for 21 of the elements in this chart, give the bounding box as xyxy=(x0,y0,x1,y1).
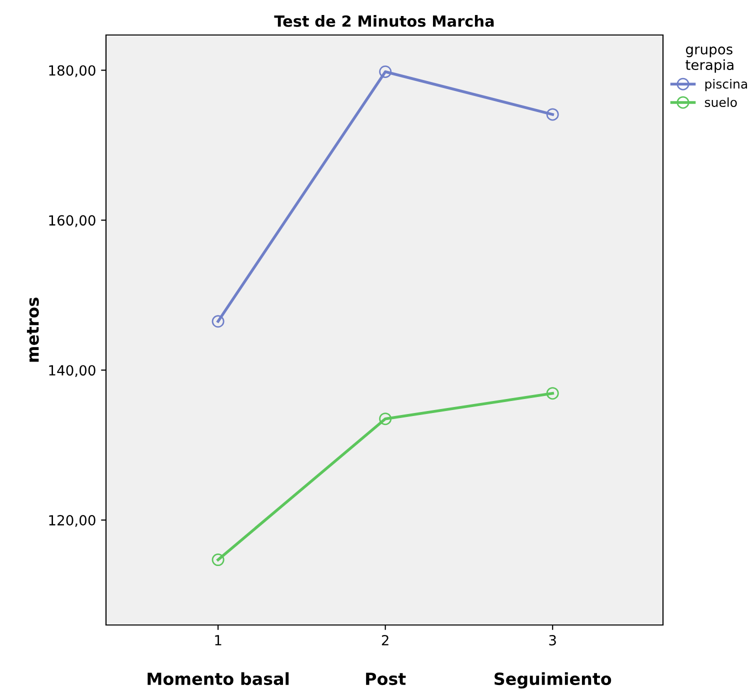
x-tick-label: 3 xyxy=(549,634,556,646)
legend-label: piscina xyxy=(705,78,747,92)
legend-title: grupos terapia xyxy=(686,46,734,73)
point xyxy=(212,315,224,328)
point xyxy=(546,387,559,400)
legend-label: suelo xyxy=(704,97,737,108)
y-tick-label: 140,00 xyxy=(49,365,96,377)
x-tick-label: 1 xyxy=(215,635,222,646)
y-axis-title: metros xyxy=(26,298,39,362)
chart-title: Test de 2 Minutos Marcha xyxy=(274,15,494,27)
y-tick-label: 120,00 xyxy=(49,515,96,527)
point xyxy=(379,412,392,426)
point xyxy=(212,554,224,566)
y-tick-label: 180,00 xyxy=(49,65,96,78)
point xyxy=(379,65,392,78)
text: Seguimiento xyxy=(494,672,612,688)
text: Momento basal xyxy=(148,672,289,686)
text: Post xyxy=(366,672,406,686)
point xyxy=(546,108,559,121)
x-tick-label: 2 xyxy=(382,634,388,646)
y-tick-label: 160,00 xyxy=(49,215,96,228)
